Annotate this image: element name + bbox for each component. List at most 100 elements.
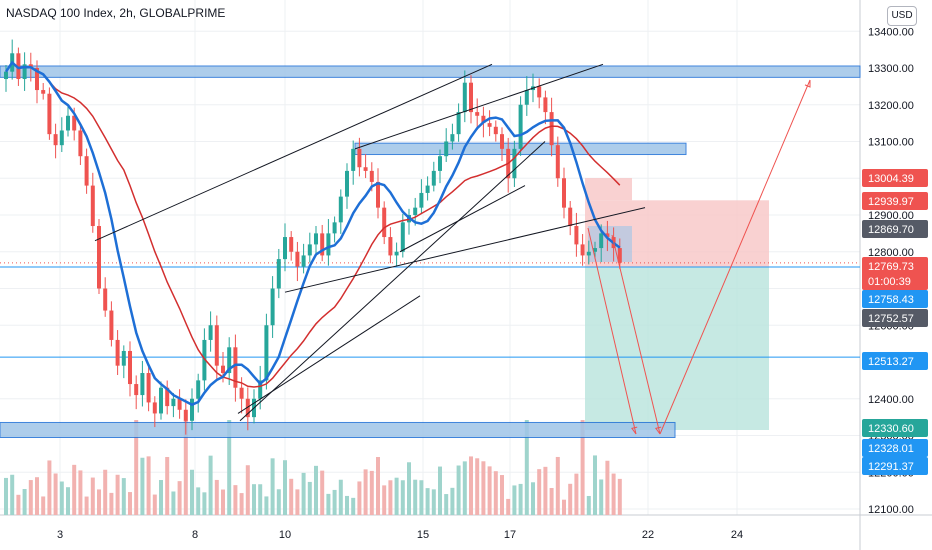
price-label-text: 12752.57 [868,313,914,325]
x-tick-label: 22 [642,529,654,541]
volume-bar [444,494,449,515]
volume-bar [357,481,362,515]
price-label-box [862,192,928,210]
price-label-text: 13004.39 [868,173,914,185]
volume-bar [190,469,194,515]
price-label-text: 12513.27 [868,356,914,368]
volume-bar [66,487,70,515]
volume-bar [500,475,504,515]
volume-bar [469,456,473,515]
candle-body [196,380,201,399]
candle-body [500,134,504,149]
price-label-text: 12330.60 [868,423,914,435]
candle-body [555,145,560,179]
volume-bar [407,462,411,515]
candle-body [53,134,58,146]
volume-bar [425,488,430,515]
candle-body [307,244,312,256]
volume-bar [543,466,548,515]
x-tick-label: 17 [504,529,516,541]
candle-body [35,68,39,91]
volume-bar [549,487,554,515]
candle-body [537,86,542,98]
volume-bar [4,477,8,515]
candle-body [152,402,157,414]
volume-bar [84,496,89,515]
candle-body [400,222,405,252]
y-tick-label: 13400.00 [868,26,914,38]
candle-body [245,398,250,418]
trendline [239,141,546,422]
candle-body [574,226,579,245]
trendline [399,185,526,253]
volume-bar [295,489,300,515]
candle-body [121,350,126,366]
candle-body [469,82,473,113]
volume-bar [47,460,52,515]
candle-body [369,170,374,182]
volume-bar [283,460,287,515]
volume-bar [593,455,597,515]
price-label-text: 01:00:39 [868,276,911,288]
volume-bar [239,493,244,515]
volume-bar [140,457,145,515]
candle-body [332,222,337,234]
volume-bar [332,489,337,515]
candle-body [78,130,83,157]
candle-body [568,207,573,227]
candle-body [59,130,64,146]
volume-bar [617,478,622,515]
candle-body [493,126,498,135]
candle-body [394,251,399,256]
candle-body [134,384,139,396]
volume-bar [128,492,132,515]
y-tick-label: 12900.00 [868,210,914,222]
take-profit-zone [585,267,769,430]
candle-body [462,82,467,113]
volume-bar [481,461,486,515]
volume-bar [531,482,535,515]
candle-body [438,156,442,171]
volume-bar [28,480,33,515]
volume-bar [252,484,256,515]
volume-bar [41,496,46,515]
volume-bar [72,464,77,515]
projection-arrow [611,234,661,435]
currency-button[interactable]: USD [887,6,917,26]
price-label-box [862,309,928,327]
candle-body [177,398,182,410]
volume-bar [16,494,21,515]
stop-loss-zone-upper [585,178,632,201]
trendline [94,63,493,242]
candle-body [338,196,343,223]
candle-body [456,112,461,135]
volume-bar [276,489,281,515]
price-label-box [862,439,928,457]
y-tick-label: 13100.00 [868,137,914,149]
candle-body [289,237,294,252]
candle-body [518,104,523,149]
volume-bar [159,480,163,515]
volume-bar [487,466,492,515]
candle-body [276,259,281,289]
volume-bar [562,499,566,515]
volume-bar [270,458,275,515]
candle-body [295,251,300,267]
candle-body [605,233,610,238]
candle-body [146,373,151,403]
volume-bar [121,478,126,515]
trendline [237,295,421,414]
candle-body [524,90,529,105]
volume-bar [438,466,442,515]
candle-body [599,233,604,249]
candle-body [202,339,207,381]
candle-body [128,350,132,385]
volume-bar [146,456,151,515]
volume-bar [351,497,356,515]
volume-bar [568,483,573,515]
volume-bar [233,485,238,515]
candle-body [357,148,362,168]
y-tick-label: 13200.00 [868,100,914,112]
volume-bar [512,485,517,515]
